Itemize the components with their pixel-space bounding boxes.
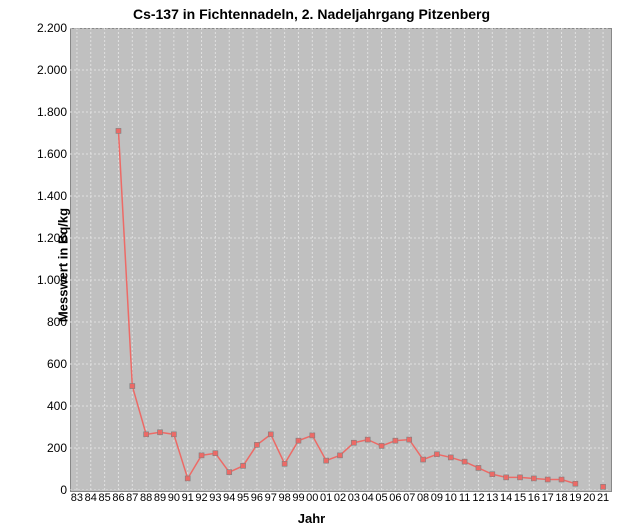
y-tick-label: 1.200: [7, 231, 67, 245]
x-tick-label: 03: [348, 492, 360, 504]
y-tick-label: 1.600: [7, 147, 67, 161]
x-tick-label: 14: [500, 492, 512, 504]
data-series: [70, 28, 610, 490]
x-tick-label: 05: [375, 492, 387, 504]
x-tick-label: 18: [555, 492, 567, 504]
x-tick-label: 09: [431, 492, 443, 504]
x-tick-label: 11: [459, 492, 470, 504]
x-tick-label: 93: [209, 492, 221, 504]
plot-area: [70, 28, 610, 490]
y-tick-label: 200: [7, 441, 67, 455]
x-axis-label: Jahr: [0, 511, 623, 526]
x-tick-label: 97: [265, 492, 277, 504]
x-tick-label: 00: [306, 492, 318, 504]
x-tick-label: 10: [445, 492, 457, 504]
x-tick-label: 21: [597, 492, 609, 504]
x-tick-label: 07: [403, 492, 415, 504]
x-tick-label: 91: [182, 492, 194, 504]
x-tick-label: 13: [486, 492, 498, 504]
x-tick-label: 15: [514, 492, 526, 504]
x-tick-label: 17: [542, 492, 554, 504]
y-tick-label: 2.000: [7, 63, 67, 77]
x-tick-label: 86: [112, 492, 124, 504]
x-tick-label: 04: [362, 492, 374, 504]
x-tick-label: 08: [417, 492, 429, 504]
y-tick-label: 400: [7, 399, 67, 413]
x-tick-label: 84: [85, 492, 97, 504]
x-tick-label: 19: [569, 492, 581, 504]
chart-title: Cs-137 in Fichtennadeln, 2. Nadeljahrgan…: [0, 6, 623, 22]
x-tick-label: 96: [251, 492, 263, 504]
x-tick-label: 16: [528, 492, 540, 504]
x-tick-label: 95: [237, 492, 249, 504]
chart-container: Cs-137 in Fichtennadeln, 2. Nadeljahrgan…: [0, 0, 623, 530]
x-tick-label: 02: [334, 492, 346, 504]
x-tick-label: 83: [71, 492, 83, 504]
y-tick-label: 600: [7, 357, 67, 371]
x-tick-label: 85: [98, 492, 110, 504]
y-tick-label: 0: [7, 483, 67, 497]
y-tick-label: 800: [7, 315, 67, 329]
x-tick-label: 99: [292, 492, 304, 504]
x-tick-label: 98: [278, 492, 290, 504]
y-axis-label: Messwert in Bq/kg: [56, 208, 71, 322]
x-tick-label: 20: [583, 492, 595, 504]
x-tick-label: 01: [320, 492, 332, 504]
y-tick-label: 2.200: [7, 21, 67, 35]
x-tick-label: 90: [168, 492, 180, 504]
x-tick-label: 89: [154, 492, 166, 504]
x-tick-label: 12: [472, 492, 484, 504]
x-tick-label: 87: [126, 492, 138, 504]
x-tick-label: 92: [195, 492, 207, 504]
x-tick-label: 06: [389, 492, 401, 504]
y-tick-label: 1.000: [7, 273, 67, 287]
y-tick-label: 1.400: [7, 189, 67, 203]
x-tick-label: 88: [140, 492, 152, 504]
y-tick-label: 1.800: [7, 105, 67, 119]
x-tick-label: 94: [223, 492, 235, 504]
